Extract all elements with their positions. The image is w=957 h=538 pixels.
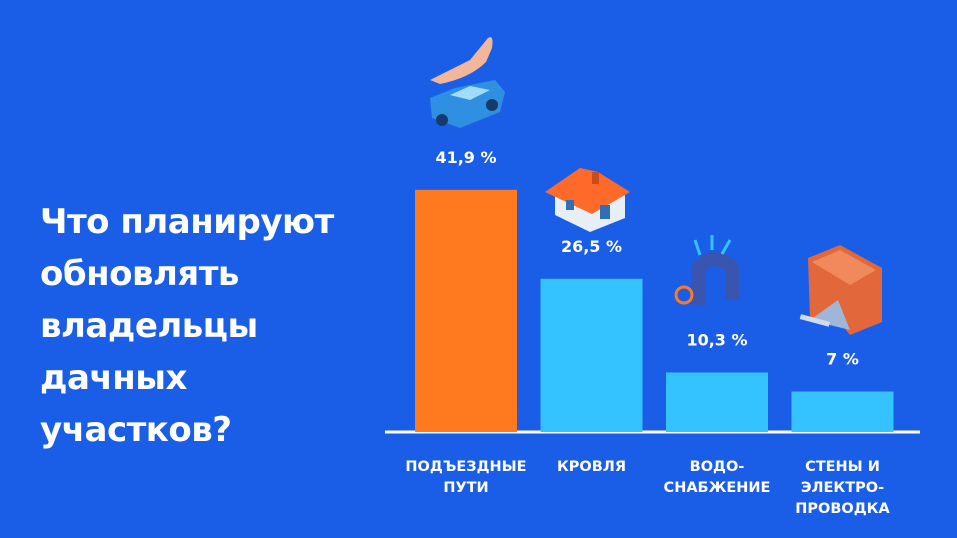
bar xyxy=(791,391,894,432)
icon-pipe xyxy=(674,235,739,305)
value-label: 26,5 % xyxy=(561,237,622,256)
bar xyxy=(540,278,643,432)
value-label: 41,9 % xyxy=(435,148,496,167)
value-label: 7 % xyxy=(826,350,859,369)
value-label: 10,3 % xyxy=(686,330,747,349)
x-tick-label: ВОДО-СНАБЖЕНИЕ xyxy=(664,459,771,496)
x-tick-label: СТЕНЫ И ЭЛЕКТРО-ПРОВОДКА xyxy=(795,459,890,517)
chart-title: Что планируют обновлять владельцы дачных… xyxy=(40,202,334,450)
icon-car xyxy=(430,37,505,128)
bar xyxy=(666,372,768,432)
x-tick-label: КРОВЛЯ xyxy=(557,459,626,475)
icon-house xyxy=(545,168,630,232)
icon-wall xyxy=(799,245,882,335)
x-tick-label: ПОДЪЕЗДНЫЕ ПУТИ xyxy=(405,459,526,496)
bar xyxy=(415,189,517,432)
